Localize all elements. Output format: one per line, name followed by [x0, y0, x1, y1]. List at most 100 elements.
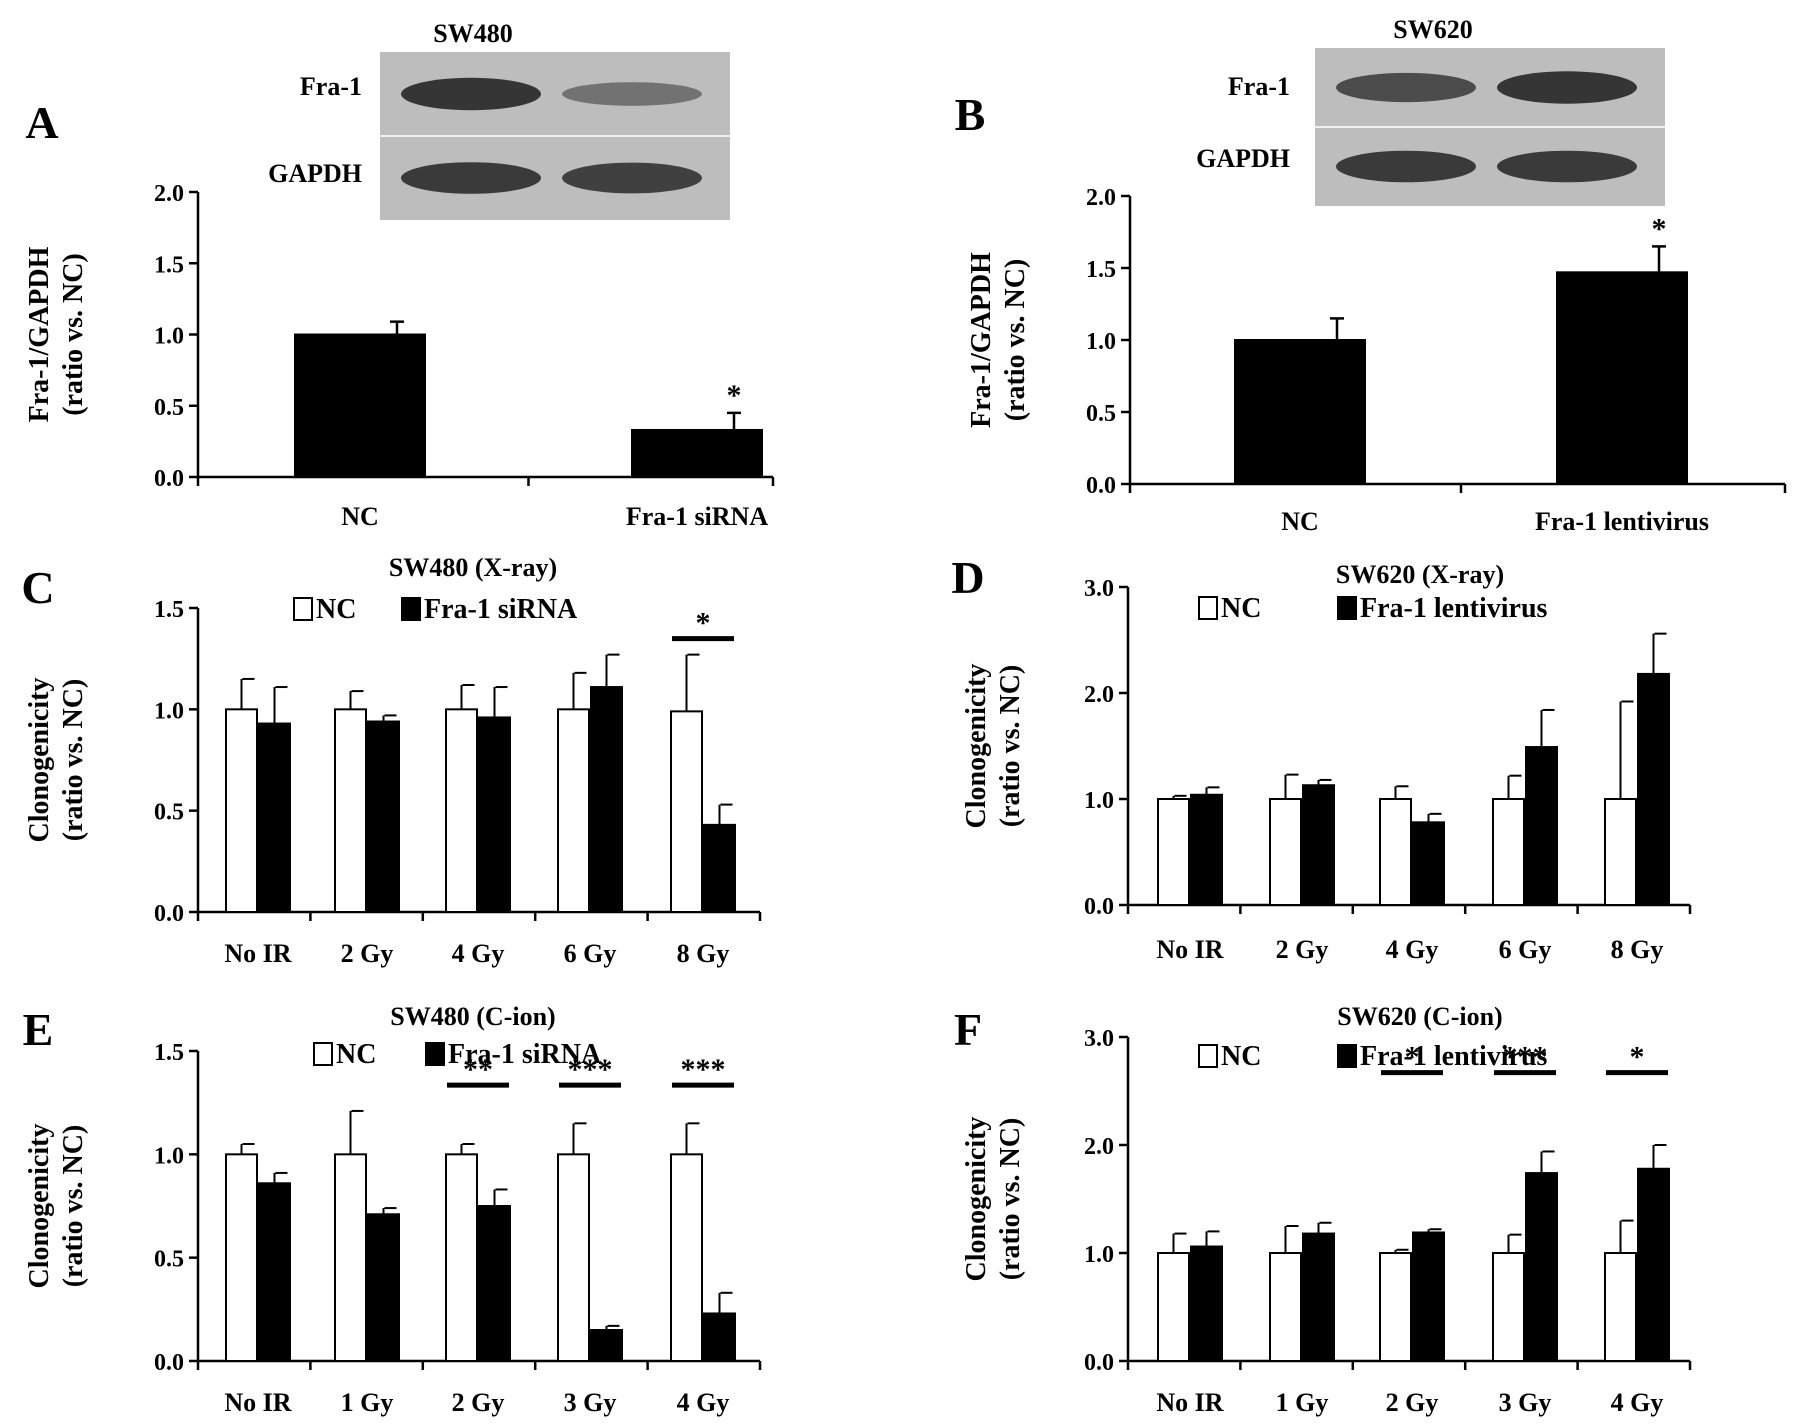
bar-nc	[1492, 798, 1525, 906]
bar-nc	[334, 708, 367, 913]
bar-nc	[445, 708, 478, 913]
blot-row-label: Fra-1	[300, 72, 362, 101]
bar-nc	[557, 708, 590, 913]
bar-nc	[1604, 798, 1637, 906]
bar-treatment	[258, 722, 291, 914]
blot-band	[562, 162, 702, 194]
x-category-label: 3 Gy	[564, 1388, 617, 1417]
panel-a: A SW480 Fra-1 GAPDH 0.0 0.5 1.0 1.5 2.0 Fra-1/GAP…	[24, 19, 775, 531]
bar-treatment	[1190, 793, 1223, 907]
y-tick-label: 1.0	[154, 1143, 184, 1169]
bar	[1556, 271, 1688, 485]
bar-treatment	[1637, 672, 1670, 906]
legend-swatch-treatment	[1337, 1044, 1357, 1068]
y-axis-label: (ratio vs. NC)	[58, 1125, 89, 1288]
bar-treatment	[703, 823, 736, 913]
bar-nc	[225, 1153, 258, 1363]
panel-letter: C	[21, 562, 54, 613]
x-category-label: No IR	[1156, 1388, 1223, 1417]
x-category-label: Fra-1 lentivirus	[1535, 507, 1709, 536]
legend-swatch-nc	[1198, 596, 1218, 620]
bar-treatment	[590, 686, 623, 913]
bar	[631, 428, 763, 479]
legend: NC Fra-1 lentivirus	[1198, 1041, 1548, 1072]
y-axis-label: (ratio vs. NC)	[995, 1118, 1026, 1281]
x-category-label: 2 Gy	[1386, 1388, 1439, 1417]
y-axis-label: (ratio vs. NC)	[1000, 259, 1031, 422]
y-tick-label: 1.0	[1084, 1242, 1114, 1268]
panel-d: D 0.0 1.0 2.0 3.0 Clonogenicity (ratio vs. NC)…	[951, 552, 1692, 964]
y-tick-label: 2.0	[1084, 682, 1114, 708]
panel-letter: A	[25, 97, 58, 148]
bar-nc	[1157, 1252, 1190, 1362]
bar-nc	[1157, 798, 1190, 906]
panel-b: B SW620 Fra-1 GAPDH 0.0 0.5 1.0 1.5 2.0 Fra-1/GAP…	[955, 15, 1787, 536]
legend-swatch-treatment	[401, 597, 421, 621]
y-axis-label: Clonogenicity	[24, 678, 55, 843]
bar-nc	[445, 1153, 478, 1363]
y-tick-label: 1.5	[1086, 257, 1116, 283]
panel-e: E 0.0 0.5 1.0 1.5 Clonogenicity (ratio vs. NC)…	[23, 1002, 762, 1417]
legend-label-treatment: Fra-1 siRNA	[424, 594, 578, 625]
chart-title: SW480 (C-ion)	[390, 1002, 555, 1031]
significance-marker: *	[1652, 212, 1667, 245]
legend: NC Fra-1 lentivirus	[1198, 593, 1548, 624]
y-tick-label: 0.0	[154, 1350, 184, 1376]
bar-treatment	[1412, 1231, 1445, 1362]
bar-treatment	[1525, 746, 1558, 906]
panel-f: F 0.0 1.0 2.0 3.0 Clonogenicity (ratio vs. NC)…	[954, 1002, 1692, 1417]
y-tick-label: 3.0	[1084, 1026, 1114, 1052]
panel-letter: D	[951, 552, 984, 603]
y-tick-label: 3.0	[1084, 576, 1114, 602]
x-category-label: 6 Gy	[564, 939, 617, 968]
bar-nc	[1379, 1252, 1412, 1362]
legend: NC Fra-1 siRNA	[313, 1039, 602, 1070]
bar-treatment	[1190, 1245, 1223, 1363]
bar-nc	[1492, 1252, 1525, 1362]
bar-nc	[1604, 1252, 1637, 1362]
x-category-label: 6 Gy	[1499, 935, 1552, 964]
blot-band	[1497, 150, 1637, 183]
bar-nc	[1269, 1252, 1302, 1362]
bar-treatment	[1412, 821, 1445, 907]
x-category-label: 8 Gy	[677, 939, 730, 968]
legend-swatch-nc	[293, 597, 313, 621]
blot-band	[401, 77, 541, 111]
bar-treatment	[478, 716, 511, 913]
blot-row-label: GAPDH	[268, 159, 362, 188]
x-category-label: 2 Gy	[452, 1388, 505, 1417]
x-category-label: NC	[1281, 507, 1319, 536]
blot-band	[401, 162, 541, 194]
bar-nc	[334, 1153, 367, 1363]
x-category-label: NC	[341, 502, 379, 531]
bar-treatment	[478, 1205, 511, 1362]
x-category-label: 4 Gy	[1611, 1388, 1664, 1417]
panel-letter: F	[954, 1004, 982, 1055]
blot-band	[1336, 72, 1476, 103]
blot-band	[562, 82, 702, 106]
western-blot: SW620 Fra-1 GAPDH	[1196, 15, 1665, 206]
y-tick-label: 1.0	[1084, 788, 1114, 814]
y-tick-label: 0.5	[154, 1247, 184, 1273]
chart-title: SW480 (X-ray)	[389, 553, 557, 582]
y-tick-label: 2.0	[1084, 1134, 1114, 1160]
x-category-label: 4 Gy	[452, 939, 505, 968]
bar-nc	[225, 708, 258, 913]
chart-title: SW620 (X-ray)	[1336, 560, 1504, 589]
significance-marker: **	[463, 1053, 493, 1086]
bar-nc	[670, 710, 703, 913]
y-tick-label: 2.0	[1086, 185, 1116, 211]
legend-label-treatment: Fra-1 siRNA	[448, 1039, 602, 1070]
panel-letter: E	[23, 1004, 54, 1055]
significance-marker: ***	[1503, 1041, 1548, 1074]
y-tick-label: 2.0	[154, 181, 184, 207]
y-tick-label: 0.0	[1084, 1350, 1114, 1376]
bar-treatment	[1637, 1167, 1670, 1363]
y-tick-label: 0.5	[154, 395, 184, 421]
x-category-label: No IR	[1156, 935, 1223, 964]
chart-title: SW620 (C-ion)	[1337, 1002, 1502, 1031]
blot-band	[1336, 150, 1476, 183]
x-category-label: Fra-1 siRNA	[626, 502, 768, 531]
bar-nc	[670, 1153, 703, 1363]
